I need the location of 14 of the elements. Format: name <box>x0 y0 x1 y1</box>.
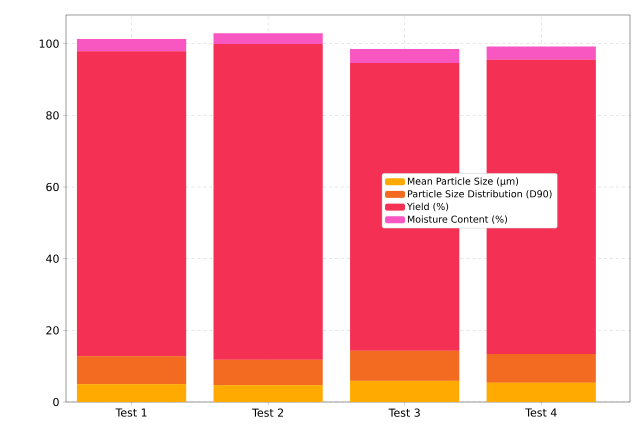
x-tick-label: Test 1 <box>116 408 147 417</box>
legend-label: Mean Particle Size (µm) <box>408 177 518 187</box>
y-tick-label: 20 <box>46 326 59 334</box>
y-tick-label: 80 <box>46 111 59 120</box>
legend-label: Yield (%) <box>407 202 448 212</box>
y-tick-label: 100 <box>40 40 59 48</box>
x-tick-label: Test 3 <box>388 408 420 417</box>
y-tick-label: 40 <box>46 254 59 263</box>
legend-label: Particle Size Distribution (D90) <box>408 190 552 199</box>
x-tick-label: Test 4 <box>525 408 557 417</box>
legend-label: Moisture Content (%) <box>408 215 507 224</box>
y-tick-label: 0 <box>53 398 59 406</box>
x-tick-label: Test 2 <box>252 408 284 417</box>
y-tick-label: 60 <box>46 182 59 192</box>
